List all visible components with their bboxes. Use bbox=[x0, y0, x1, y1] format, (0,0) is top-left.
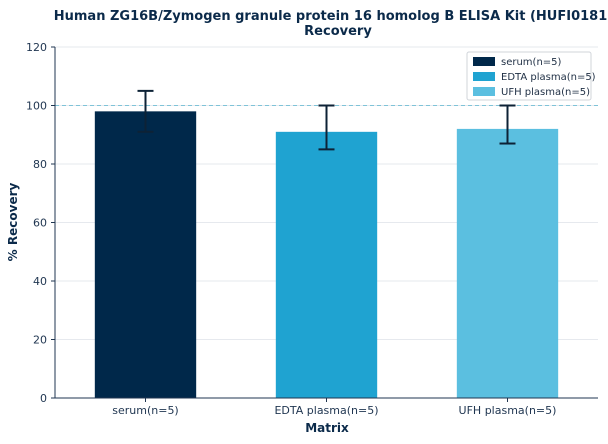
legend-swatch bbox=[473, 57, 495, 66]
legend-box bbox=[466, 51, 592, 101]
y-tick-label: 80 bbox=[33, 158, 47, 171]
chart-subtitle: Recovery bbox=[304, 24, 372, 39]
y-tick-label: 40 bbox=[33, 275, 47, 288]
y-tick-label: 0 bbox=[40, 392, 47, 405]
chart-title: Human ZG16B/Zymogen granule protein 16 h… bbox=[54, 9, 608, 24]
legend-label: serum(n=5) bbox=[501, 57, 562, 68]
y-tick-label: 120 bbox=[26, 41, 47, 54]
y-axis-label: % Recovery bbox=[6, 183, 20, 262]
legend: serum(n=5) EDTA plasma(n=5) UFH plasma(n=5… bbox=[466, 51, 596, 101]
axes: 0 20 40 60 80 100 120 serum(n=5) EDTA plasma(n=5… bbox=[26, 41, 598, 417]
y-tick-label: 100 bbox=[26, 100, 47, 113]
y-tick-label: 20 bbox=[33, 334, 47, 347]
bar bbox=[94, 111, 197, 398]
error-bars bbox=[137, 89, 516, 151]
bar bbox=[275, 131, 378, 398]
bars bbox=[94, 111, 559, 398]
y-tick-label: 60 bbox=[33, 217, 47, 230]
x-tick-label: UFH plasma(n=5) bbox=[459, 404, 557, 417]
bar bbox=[456, 128, 559, 398]
legend-label: UFH plasma(n=5) bbox=[501, 87, 590, 98]
x-axis-label: Matrix bbox=[305, 421, 349, 435]
x-tick-label: EDTA plasma(n=5) bbox=[274, 404, 378, 417]
legend-swatch bbox=[473, 87, 495, 96]
legend-label: EDTA plasma(n=5) bbox=[501, 72, 596, 83]
legend-swatch bbox=[473, 72, 495, 81]
x-tick-label: serum(n=5) bbox=[112, 404, 178, 417]
